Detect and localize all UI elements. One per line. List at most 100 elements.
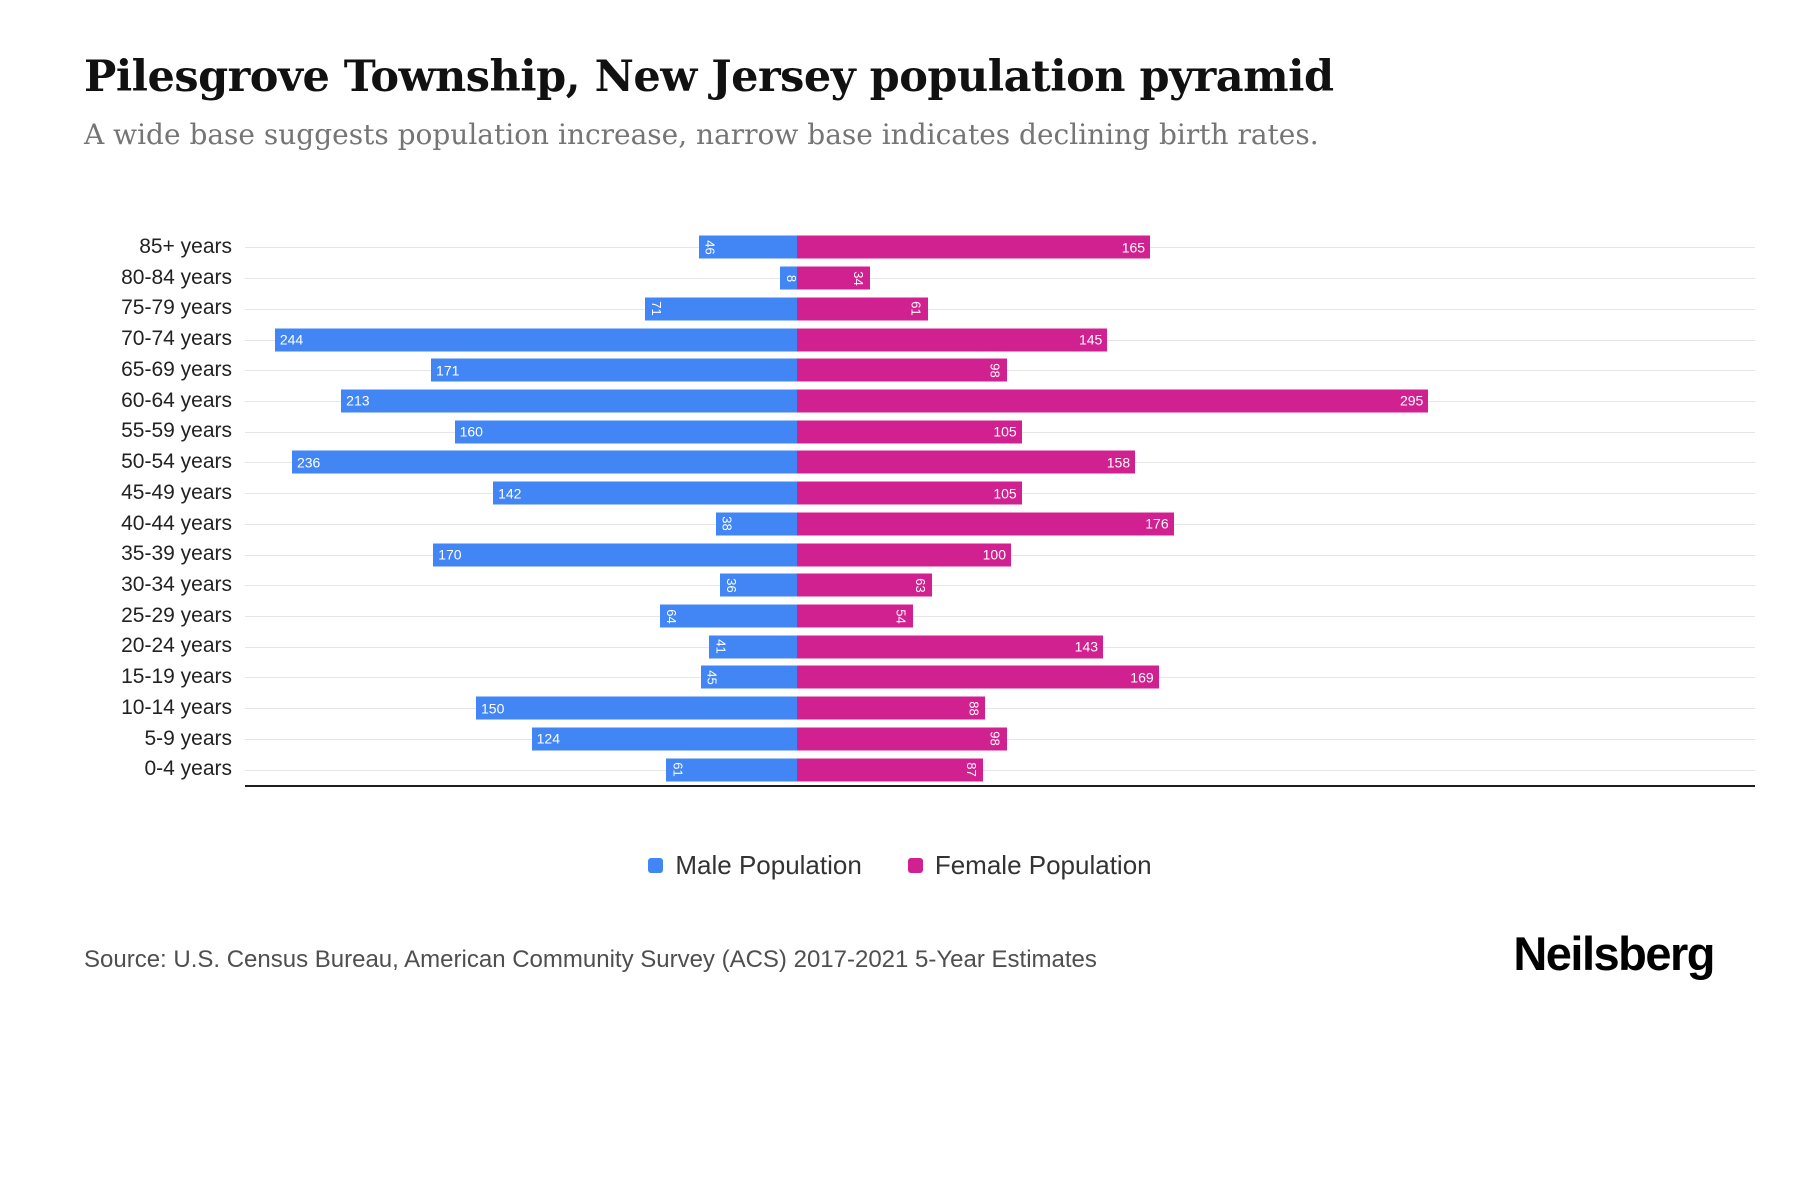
male-population-bar: 8 [779,266,799,290]
bar-value-label: 87 [964,762,980,777]
female-population-bar: 100 [797,543,1011,567]
female-population-bar: 98 [797,727,1007,751]
pyramid-row: 5-9 years 124 98 [0,724,1800,755]
bar-value-label: 236 [296,454,321,471]
pyramid-row: 10-14 years 150 88 [0,693,1800,724]
female-population-bar: 295 [797,389,1429,413]
bar-value-label: 105 [993,423,1017,440]
pyramid-row: 20-24 years 41 143 [0,631,1800,662]
bar-value-label: 41 [713,639,729,654]
gridline [245,708,1755,710]
bar-value-label: 61 [670,762,686,777]
gridline [245,769,1755,771]
bar-value-label: 105 [993,485,1017,502]
bar-value-label: 160 [459,423,483,440]
male-population-bar: 64 [660,604,797,628]
legend-item-female[interactable]: Female Population [907,850,1152,881]
pyramid-row: 0-4 years 61 87 [0,754,1800,785]
female-population-bar: 34 [797,266,870,290]
female-population-bar: 176 [797,512,1174,536]
bar-value-label: 98 [987,363,1003,378]
bar-value-label: 38 [719,516,735,532]
age-group-label: 20-24 years [121,634,232,658]
male-population-bar: 236 [291,450,797,474]
age-group-label: 80-84 years [121,265,232,289]
bar-value-label: 98 [987,731,1003,747]
bar-value-label: 124 [536,730,560,747]
bar-value-label: 71 [649,301,665,317]
bar-value-label: 54 [893,608,909,624]
age-group-label: 40-44 years [121,511,232,535]
pyramid-chart: 85+ years 46 165 80-84 years 8 34 75-79 years 7… [0,232,1800,788]
pyramid-row: 70-74 years 244 145 [0,324,1800,355]
age-group-label: 85+ years [139,235,232,258]
bar-value-label: 143 [1074,638,1099,655]
female-population-bar: 87 [797,758,984,782]
source-attribution: Source: U.S. Census Bureau, American Com… [84,946,1097,973]
page-subtitle: A wide base suggests population increase… [84,118,1319,151]
bar-value-label: 46 [702,240,718,255]
bar-value-label: 45 [704,670,720,685]
legend-item-male[interactable]: Male Population [648,850,862,881]
gridline [245,585,1755,587]
male-population-bar: 150 [476,696,797,720]
bar-value-label: 100 [982,546,1006,563]
bar-value-label: 145 [1078,331,1103,348]
pyramid-row: 80-84 years 8 34 [0,263,1800,294]
bar-value-label: 169 [1130,669,1154,686]
female-population-bar: 143 [797,635,1104,659]
legend-female-label: Female Population [934,850,1152,880]
legend-male-label: Male Population [675,850,862,880]
age-group-label: 50-54 years [121,450,232,474]
male-population-bar: 124 [531,727,797,751]
bar-value-label: 64 [664,608,680,624]
bar-value-label: 295 [1399,392,1424,409]
male-population-bar: 36 [719,573,797,597]
bar-value-label: 63 [912,578,928,593]
age-group-label: 5-9 years [144,726,232,750]
pyramid-row: 15-19 years 45 169 [0,662,1800,693]
male-population-bar: 213 [341,389,797,413]
female-population-bar: 105 [797,481,1022,505]
male-population-bar: 170 [433,543,797,567]
pyramid-row: 60-64 years 213 295 [0,386,1800,417]
bar-value-label: 171 [436,362,460,379]
female-population-bar: 158 [797,450,1136,474]
bar-value-label: 61 [908,301,924,317]
pyramid-row: 25-29 years 64 54 [0,601,1800,632]
bar-value-label: 8 [783,274,799,282]
male-population-bar: 46 [698,235,797,259]
bar-value-label: 36 [723,578,739,593]
female-population-bar: 98 [797,358,1007,382]
age-group-label: 35-39 years [121,542,232,566]
bar-value-label: 176 [1145,515,1169,532]
male-population-bar: 71 [645,297,797,321]
bar-value-label: 244 [279,331,304,348]
age-group-label: 10-14 years [121,695,232,719]
bar-value-label: 34 [850,270,866,286]
age-group-label: 0-4 years [144,757,232,781]
female-population-bar: 61 [797,297,928,321]
pyramid-row: 45-49 years 142 105 [0,478,1800,509]
age-group-label: 45-49 years [121,480,232,504]
gridline [245,278,1755,280]
age-group-label: 25-29 years [121,603,232,627]
bar-value-label: 142 [498,485,522,502]
pyramid-row: 65-69 years 171 98 [0,355,1800,386]
male-population-bar: 171 [431,358,797,382]
female-population-bar: 169 [797,665,1159,689]
age-group-label: 75-79 years [121,296,232,320]
gridline [245,616,1755,618]
female-population-bar: 145 [797,328,1108,352]
pyramid-row: 30-34 years 36 63 [0,570,1800,601]
pyramid-row: 75-79 years 71 61 [0,293,1800,324]
pyramid-row: 35-39 years 170 100 [0,539,1800,570]
bar-value-label: 88 [966,700,982,716]
age-group-label: 60-64 years [121,388,232,412]
age-group-label: 55-59 years [121,419,232,443]
pyramid-row: 85+ years 46 165 [0,232,1800,263]
bar-value-label: 170 [438,546,462,563]
male-population-bar: 41 [709,635,797,659]
page-title: Pilesgrove Township, New Jersey populati… [84,52,1334,102]
